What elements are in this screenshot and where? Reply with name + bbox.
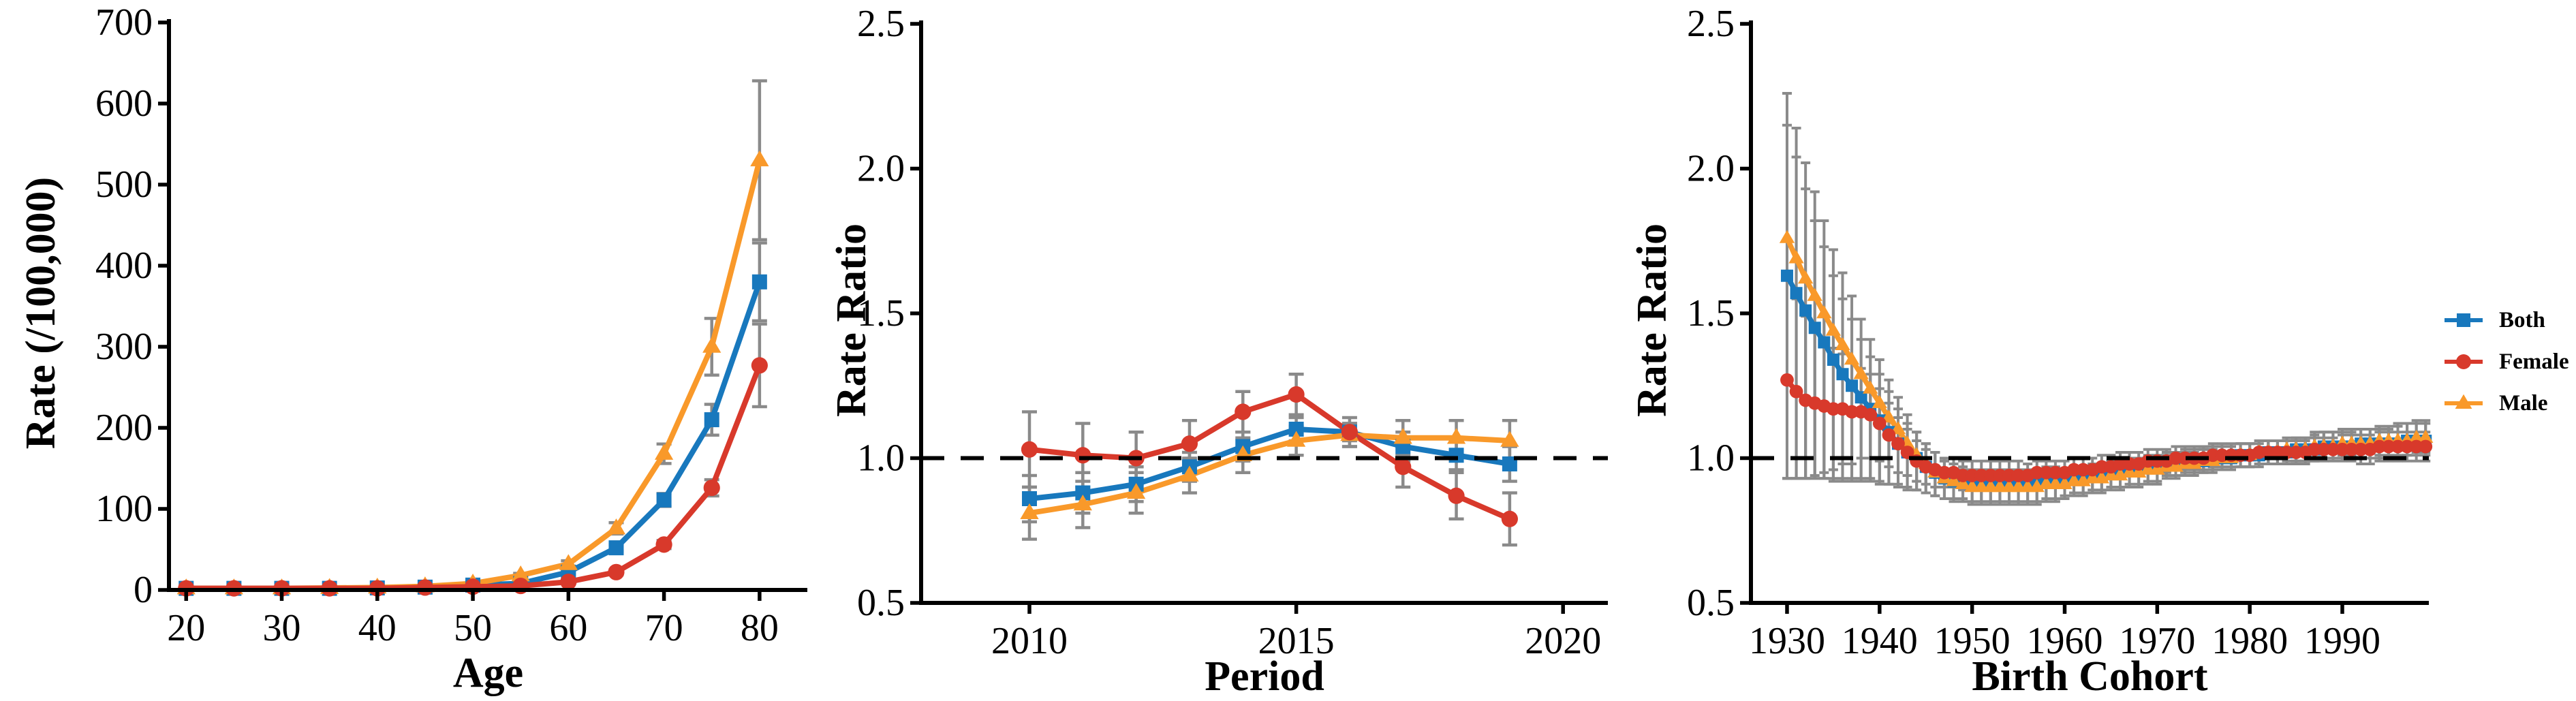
age-x-tick-label: 60 bbox=[549, 607, 587, 649]
age-markers-both bbox=[179, 274, 767, 596]
cohort-x-tick-label: 1990 bbox=[2304, 620, 2380, 662]
age-y-tick-label: 300 bbox=[95, 326, 153, 368]
cohort-y-tick-label: 1.5 bbox=[1687, 292, 1735, 334]
period-y-tick-label: 1.5 bbox=[857, 292, 905, 334]
cohort-x-tick-label: 1940 bbox=[1842, 620, 1918, 662]
cohort-x-axis-title: Birth Cohort bbox=[1972, 653, 2208, 698]
age-x-tick-label: 20 bbox=[167, 607, 205, 649]
period-x-tick-label: 2015 bbox=[1258, 620, 1335, 662]
cohort-axes: 1930 1940 1950 1960 1970 1980 1990 0.5 1.0 1.5 2.0… bbox=[1687, 3, 2429, 662]
cohort-y-tick-label: 2.5 bbox=[1687, 3, 1735, 45]
age-y-tick-label: 200 bbox=[95, 407, 153, 449]
period-y-tick-label: 2.0 bbox=[857, 148, 905, 190]
legend-item-both: Both bbox=[2445, 308, 2545, 332]
cohort-y-tick-label: 0.5 bbox=[1687, 582, 1735, 624]
age-x-tick-label: 40 bbox=[358, 607, 397, 649]
cohort-y-axis-title: Rate Ratio bbox=[1629, 223, 1675, 417]
period-x-axis-title: Period bbox=[1205, 653, 1324, 698]
legend-label: Both bbox=[2499, 308, 2545, 332]
cohort-x-tick-label: 1950 bbox=[1934, 620, 2011, 662]
age-y-tick-label: 0 bbox=[134, 569, 153, 611]
period-line-both bbox=[1026, 426, 1512, 501]
age-axes: 20 30 40 50 60 70 80 0 100 200 300 400 500 600 700 bbox=[95, 1, 807, 649]
age-line-male bbox=[183, 157, 762, 591]
age-line-female bbox=[183, 362, 762, 591]
period-line-male bbox=[1026, 432, 1512, 516]
period-x-tick-label: 2020 bbox=[1525, 620, 1601, 662]
legend-circle-icon bbox=[2456, 354, 2471, 369]
period-line-female bbox=[1026, 392, 1512, 522]
age-error-bars bbox=[179, 79, 767, 591]
cohort-x-tick-label: 1960 bbox=[2026, 620, 2102, 662]
period-axes: 2010 2015 2020 0.5 1.0 1.5 2.0 2.5 bbox=[857, 3, 1608, 662]
legend-square-icon bbox=[2457, 313, 2470, 327]
age-y-tick-label: 600 bbox=[95, 82, 153, 125]
period-y-axis-title: Rate Ratio bbox=[828, 223, 875, 417]
age-x-tick-label: 70 bbox=[645, 607, 683, 649]
age-x-tick-label: 30 bbox=[263, 607, 301, 649]
period-panel: 2010 2015 2020 0.5 1.0 1.5 2.0 2.5 Period Rate Ra… bbox=[828, 3, 1608, 700]
cohort-x-tick-label: 1970 bbox=[2119, 620, 2195, 662]
age-y-tick-label: 100 bbox=[95, 488, 153, 530]
age-y-axis-title: Rate (/100,000) bbox=[18, 177, 64, 449]
legend: Both Female Male bbox=[2445, 308, 2569, 416]
age-panel: 20 30 40 50 60 70 80 0 100 200 300 400 500 600 700 Age R… bbox=[18, 1, 807, 696]
legend-label: Male bbox=[2499, 391, 2547, 416]
legend-label: Female bbox=[2499, 349, 2569, 374]
cohort-y-tick-label: 1.0 bbox=[1687, 437, 1735, 480]
period-markers-both bbox=[1021, 422, 1517, 506]
period-y-tick-label: 0.5 bbox=[857, 582, 905, 624]
age-y-tick-label: 400 bbox=[95, 245, 153, 287]
age-y-tick-label: 700 bbox=[95, 1, 153, 44]
legend-item-male: Male bbox=[2445, 391, 2547, 416]
cohort-panel: 1930 1940 1950 1960 1970 1980 1990 0.5 1.0 1.5 2.0… bbox=[1629, 3, 2434, 700]
legend-item-female: Female bbox=[2445, 349, 2569, 374]
cohort-x-tick-label: 1930 bbox=[1749, 620, 1825, 662]
period-y-tick-label: 1.0 bbox=[857, 437, 905, 480]
age-x-tick-label: 50 bbox=[454, 607, 492, 649]
period-x-tick-label: 2010 bbox=[991, 620, 1068, 662]
age-x-tick-label: 80 bbox=[741, 607, 779, 649]
period-y-tick-label: 2.5 bbox=[857, 3, 905, 45]
age-y-tick-label: 500 bbox=[95, 163, 153, 206]
cohort-markers-female bbox=[1780, 373, 2433, 482]
cohort-y-tick-label: 2.0 bbox=[1687, 148, 1735, 190]
age-x-axis-title: Age bbox=[453, 650, 523, 696]
legend-triangle-icon bbox=[2455, 394, 2472, 409]
cohort-x-tick-label: 1980 bbox=[2212, 620, 2288, 662]
